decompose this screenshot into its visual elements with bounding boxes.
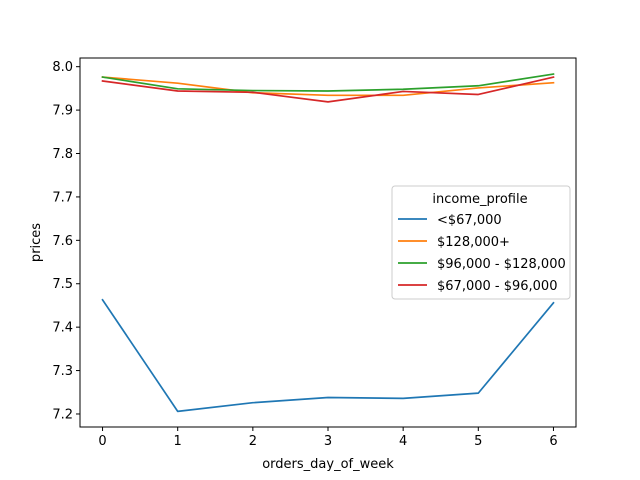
series-line-0 [101, 298, 555, 413]
x-tick-label: 0 [98, 434, 106, 449]
legend: income_profile <$67,000 $128,000+ $96,000 … [391, 185, 571, 300]
series-line-2 [101, 73, 555, 92]
series-line-3 [101, 76, 555, 103]
plot-frame [79, 57, 577, 428]
legend-label: $67,000 - $96,000 [437, 279, 557, 294]
x-tick-label: 3 [324, 434, 332, 449]
x-tick-label: 4 [399, 434, 407, 449]
series-line-1 [101, 76, 555, 97]
x-tick-label: 5 [474, 434, 482, 449]
y-tick-label: 7.6 [52, 234, 73, 249]
legend-label: $96,000 - $128,000 [437, 257, 566, 272]
y-tick-label: 7.5 [52, 277, 73, 292]
y-axis-label: prices [29, 223, 44, 262]
y-tick-label: 7.8 [52, 147, 73, 162]
x-axis-label: orders_day_of_week [262, 457, 394, 472]
y-tick-label: 7.3 [52, 364, 73, 379]
legend-title: income_profile [432, 192, 527, 207]
x-tick-label: 6 [549, 434, 557, 449]
legend-label: $128,000+ [437, 235, 510, 250]
y-tick-label: 7.9 [52, 104, 73, 119]
x-tick-label: 1 [174, 434, 182, 449]
y-tick-label: 7.7 [52, 190, 73, 205]
y-tick-label: 8.0 [52, 60, 73, 75]
y-tick-label: 7.4 [52, 321, 73, 336]
y-tick-label: 7.2 [52, 407, 73, 422]
legend-label: <$67,000 [437, 213, 502, 228]
legend-box [391, 185, 571, 300]
x-tick-label: 2 [249, 434, 257, 449]
